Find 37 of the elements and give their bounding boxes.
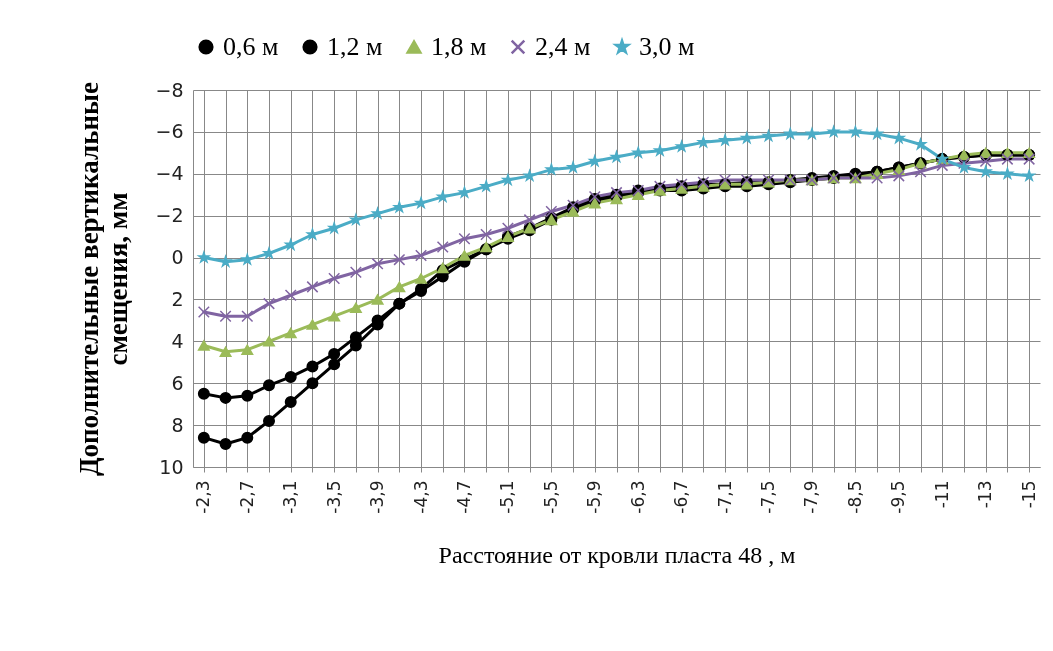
y-tick-label: 6 — [171, 371, 184, 394]
y-tick-label: −2 — [155, 204, 184, 227]
y-tick-label: −4 — [155, 162, 184, 185]
x-tick-label: -2,3 — [193, 480, 214, 514]
x-tick-label: -5,9 — [584, 480, 605, 514]
y-tick-label: −8 — [155, 78, 184, 101]
legend-label: 1,2 м — [327, 32, 383, 61]
x-tick-label: -2,7 — [236, 480, 257, 514]
x-tick-label: -8,5 — [844, 480, 865, 514]
y-tick-label: 4 — [171, 329, 184, 352]
x-tick-label: -4,3 — [410, 480, 431, 514]
legend-label: 1,8 м — [431, 32, 487, 61]
x-tick-label: -9,5 — [888, 480, 909, 514]
x-tick-label: -3,5 — [323, 480, 344, 514]
x-tick-label: -7,1 — [714, 480, 735, 514]
x-tick-label: -6,3 — [627, 480, 648, 514]
x-tick-label: -6,7 — [671, 480, 692, 514]
x-tick-label: -7,5 — [758, 480, 779, 514]
x-tick-label: -15 — [1018, 480, 1039, 509]
y-tick-label: −6 — [155, 120, 184, 143]
y-tick-label: 10 — [159, 455, 184, 478]
legend-label: 2,4 м — [535, 32, 591, 61]
x-tick-label: -7,9 — [801, 480, 822, 514]
x-tick-label: -5,5 — [540, 480, 561, 514]
x-tick-label: -5,1 — [497, 480, 518, 514]
x-tick-label: -13 — [975, 480, 996, 509]
legend-label: 0,6 м — [223, 32, 279, 61]
x-tick-label: -4,7 — [453, 480, 474, 514]
y-axis-title: Дополнительные вертикальные смещения, мм — [74, 81, 134, 477]
x-tick-label: -11 — [931, 480, 952, 509]
y-tick-label: 8 — [171, 413, 184, 436]
x-axis-title: Расстояние от кровли пласта 48 , м — [438, 541, 796, 568]
y-tick-label: 2 — [171, 287, 184, 310]
x-tick-label: -3,9 — [367, 480, 388, 514]
x-tick-label: -3,1 — [280, 480, 301, 514]
legend-label: 3,0 м — [639, 32, 695, 61]
y-tick-label: 0 — [171, 246, 184, 269]
